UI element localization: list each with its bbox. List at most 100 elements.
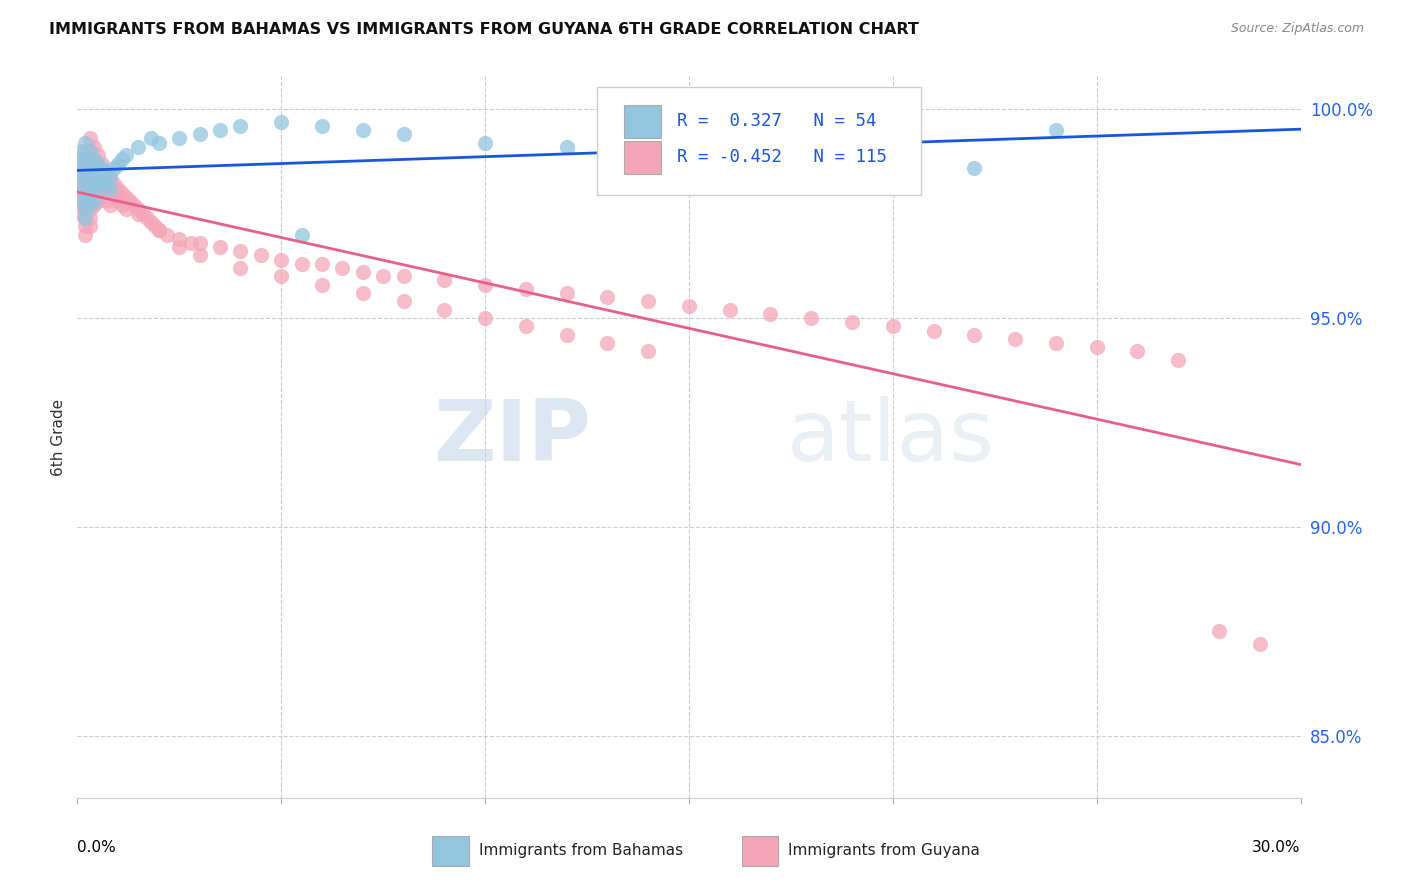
- Point: [637, 344, 659, 359]
- Point: [290, 257, 312, 271]
- Point: [718, 302, 741, 317]
- Point: [94, 165, 117, 179]
- Point: [352, 265, 374, 279]
- Point: [90, 173, 112, 187]
- Point: [107, 194, 129, 208]
- Point: [79, 161, 101, 175]
- Point: [75, 190, 97, 204]
- Point: [90, 165, 112, 179]
- Point: [474, 311, 496, 326]
- Point: [143, 219, 166, 234]
- Point: [1085, 340, 1108, 354]
- Point: [637, 144, 659, 158]
- Point: [156, 227, 179, 242]
- Point: [75, 219, 97, 234]
- Point: [474, 136, 496, 150]
- Point: [98, 173, 121, 187]
- Point: [352, 285, 374, 300]
- Point: [70, 153, 93, 167]
- Point: [75, 144, 97, 158]
- Point: [433, 302, 456, 317]
- Point: [392, 269, 415, 284]
- Point: [90, 190, 112, 204]
- Point: [70, 165, 93, 179]
- Point: [79, 131, 101, 145]
- Point: [70, 186, 93, 200]
- Point: [169, 131, 191, 145]
- Point: [83, 153, 105, 167]
- Point: [79, 219, 101, 234]
- Text: atlas: atlas: [787, 395, 995, 479]
- Point: [963, 161, 986, 175]
- Point: [75, 165, 97, 179]
- Point: [98, 169, 121, 183]
- Point: [135, 211, 157, 225]
- Point: [111, 198, 134, 212]
- Point: [75, 156, 97, 170]
- Point: [83, 165, 105, 179]
- Point: [433, 273, 456, 287]
- Point: [637, 294, 659, 309]
- Point: [83, 140, 105, 154]
- Point: [759, 307, 782, 321]
- Point: [70, 165, 93, 179]
- Point: [127, 202, 149, 217]
- Point: [107, 156, 129, 170]
- Point: [90, 156, 112, 170]
- Point: [555, 285, 578, 300]
- Point: [1208, 624, 1230, 639]
- Point: [70, 153, 93, 167]
- Point: [83, 194, 105, 208]
- Point: [83, 178, 105, 192]
- Point: [79, 144, 101, 158]
- Point: [229, 244, 252, 259]
- Point: [103, 181, 125, 195]
- Point: [882, 156, 904, 170]
- Point: [800, 311, 823, 326]
- Point: [311, 277, 333, 292]
- Point: [111, 153, 134, 167]
- Point: [188, 128, 211, 142]
- Point: [75, 153, 97, 167]
- Point: [70, 144, 93, 158]
- Point: [555, 140, 578, 154]
- Point: [94, 165, 117, 179]
- Point: [596, 290, 619, 304]
- Point: [922, 324, 945, 338]
- Point: [94, 169, 117, 183]
- Point: [79, 186, 101, 200]
- Text: 0.0%: 0.0%: [77, 840, 117, 855]
- Point: [120, 194, 142, 208]
- Text: 30.0%: 30.0%: [1253, 840, 1301, 855]
- Point: [94, 178, 117, 192]
- Point: [87, 156, 110, 170]
- Point: [188, 235, 211, 250]
- Point: [75, 136, 97, 150]
- Point: [169, 232, 191, 246]
- Point: [103, 190, 125, 204]
- Point: [678, 299, 700, 313]
- Point: [94, 194, 117, 208]
- Point: [596, 336, 619, 351]
- Point: [1004, 332, 1026, 346]
- Point: [882, 319, 904, 334]
- Point: [800, 153, 823, 167]
- Point: [311, 257, 333, 271]
- Y-axis label: 6th Grade: 6th Grade: [51, 399, 66, 475]
- Point: [79, 169, 101, 183]
- Point: [98, 173, 121, 187]
- Point: [79, 173, 101, 187]
- Point: [371, 269, 394, 284]
- Point: [169, 240, 191, 254]
- Point: [188, 248, 211, 262]
- Point: [87, 181, 110, 195]
- Point: [127, 207, 149, 221]
- Point: [131, 207, 153, 221]
- Point: [963, 327, 986, 342]
- Point: [75, 178, 97, 192]
- Point: [75, 202, 97, 217]
- Point: [124, 198, 146, 212]
- Point: [107, 181, 129, 195]
- Point: [79, 144, 101, 158]
- Point: [290, 227, 312, 242]
